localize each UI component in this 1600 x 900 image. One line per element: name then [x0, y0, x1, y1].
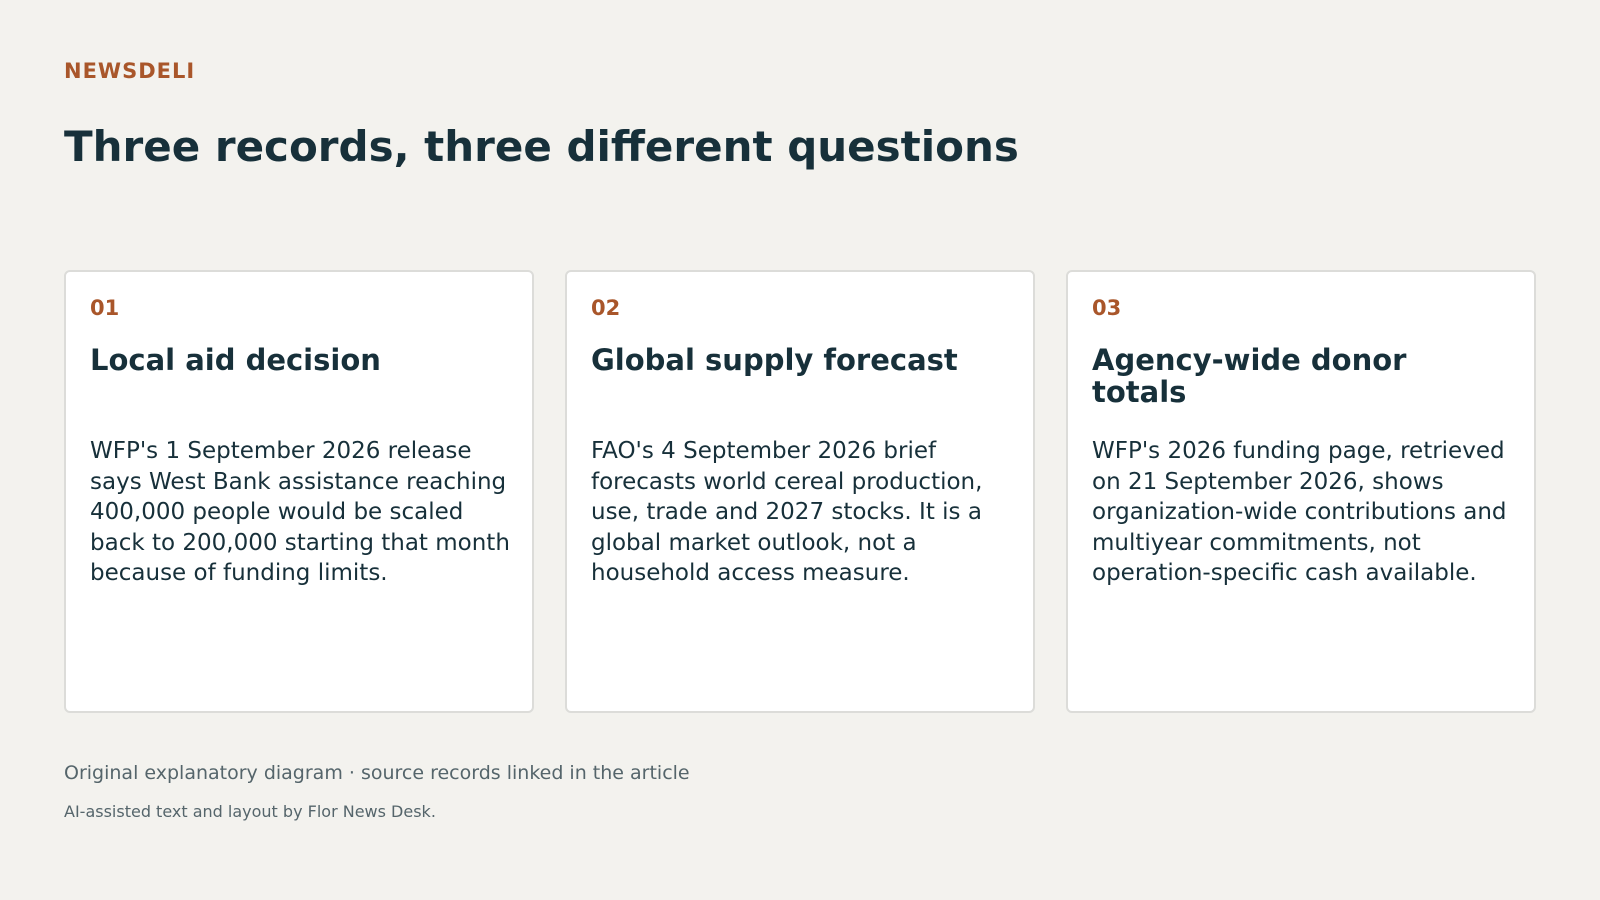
brand-label: NEWSDELI [64, 59, 196, 83]
source-note: Original explanatory diagram · source re… [64, 762, 690, 784]
card-number: 03 [1092, 296, 1122, 320]
card-title: Agency-wide donor totals [1092, 343, 1407, 409]
card-number: 02 [591, 296, 621, 320]
cards-row: 01 Local aid decision WFP's 1 September … [64, 270, 1536, 713]
card-body: FAO's 4 September 2026 brief forecasts w… [591, 438, 983, 586]
card-body: WFP's 2026 funding page, retrieved on 21… [1092, 438, 1507, 586]
card-number: 01 [90, 296, 120, 320]
card-title: Local aid decision [90, 343, 381, 377]
card-title: Global supply forecast [591, 343, 958, 377]
card-global-supply: 02 Global supply forecast FAO's 4 Septem… [565, 270, 1035, 713]
card-donor-totals: 03 Agency-wide donor totals WFP's 2026 f… [1066, 270, 1536, 713]
page-title: Three records, three different questions [64, 122, 1019, 171]
card-local-aid: 01 Local aid decision WFP's 1 September … [64, 270, 534, 713]
card-body: WFP's 1 September 2026 release says West… [90, 438, 510, 586]
credit-line: AI-assisted text and layout by Flor News… [64, 802, 436, 821]
